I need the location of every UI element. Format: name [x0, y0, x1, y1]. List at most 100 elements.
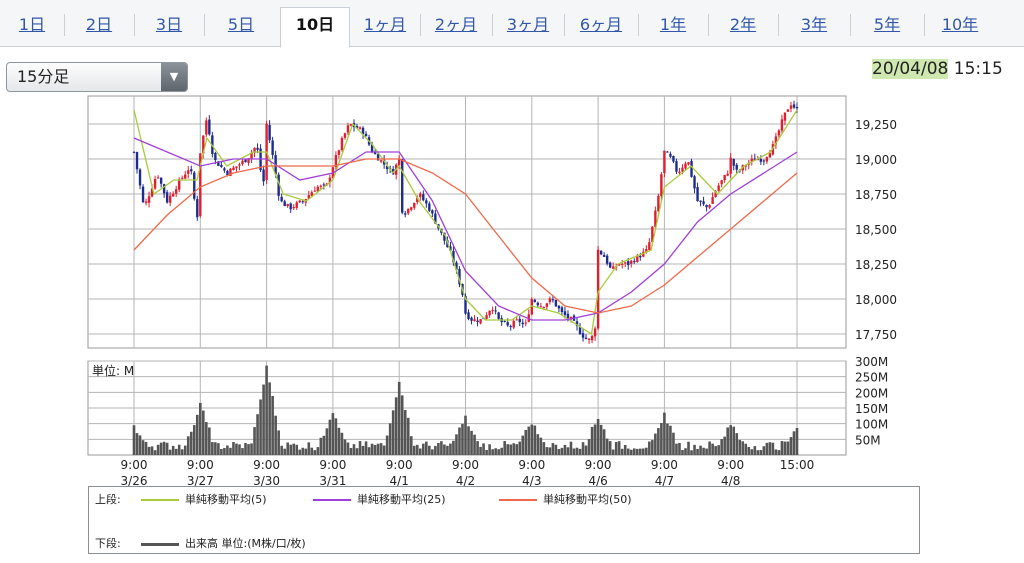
candle	[621, 263, 624, 265]
tab-7[interactable]: 2ヶ月	[434, 15, 478, 34]
tab-4[interactable]: 5日	[227, 15, 255, 34]
candle	[708, 205, 711, 208]
chevron-down-icon[interactable]: ▼	[161, 63, 187, 91]
volume-bar	[138, 435, 142, 455]
legend-item-volume: 出来高 単位:(M株/口/枚)	[137, 535, 306, 551]
volume-bar	[180, 449, 184, 455]
candle	[174, 189, 178, 194]
volume-bar	[373, 445, 377, 455]
candle	[554, 300, 558, 307]
candle	[581, 333, 585, 338]
legend-lower-label: 下段:	[95, 537, 121, 550]
candle	[184, 174, 187, 179]
volume-bar	[648, 441, 651, 455]
tab-11[interactable]: 2年	[729, 15, 757, 34]
candle	[566, 313, 570, 319]
volume-bar	[569, 441, 573, 455]
volume-bar	[135, 433, 139, 455]
tab-separator	[778, 14, 779, 36]
volume-bar	[271, 395, 274, 455]
volume-bar	[352, 444, 356, 455]
volume-bar	[295, 444, 299, 455]
volume-unit-label: 単位: M	[92, 363, 134, 378]
volume-bar	[786, 441, 790, 455]
x-tick-time: 15:00	[780, 458, 815, 472]
volume-bar	[250, 443, 253, 455]
tab-12[interactable]: 3年	[800, 15, 828, 34]
candle	[608, 262, 612, 268]
candle	[361, 127, 365, 135]
volume-bar	[605, 438, 609, 455]
volume-bar	[232, 442, 235, 455]
candle	[663, 150, 666, 174]
legend-upper-row: 上段: 単純移動平均(5) 単純移動平均(25) 単純移動平均(50)	[95, 491, 632, 507]
volume-bar	[280, 445, 283, 455]
volume-bar	[331, 413, 335, 455]
volume-bar	[506, 444, 509, 455]
legend-item-ma25: 単純移動平均(25)	[309, 491, 446, 507]
candle	[401, 159, 404, 213]
candle	[548, 298, 552, 303]
candle	[241, 160, 244, 164]
volume-bar	[738, 439, 742, 455]
candle	[630, 260, 633, 264]
price-tick-label: 18,750	[855, 188, 897, 202]
candle	[669, 153, 672, 157]
tab-2[interactable]: 2日	[85, 15, 113, 34]
interval-select[interactable]: 15分足 ▼	[6, 62, 188, 92]
candle	[633, 261, 636, 263]
candle	[340, 137, 344, 150]
volume-bar	[343, 439, 347, 455]
volume-bar	[617, 441, 621, 455]
candle	[494, 310, 497, 312]
candle	[584, 337, 588, 339]
volume-bar	[753, 446, 757, 455]
volume-bar	[458, 427, 461, 455]
tab-3[interactable]: 3日	[155, 15, 183, 34]
x-tick-time: 9:00	[253, 458, 280, 472]
x-tick-date: 3/27	[187, 474, 214, 488]
candle	[141, 186, 145, 203]
candle	[193, 172, 196, 199]
tab-14[interactable]: 10年	[941, 15, 979, 34]
tab-separator	[924, 14, 925, 36]
volume-bar	[425, 441, 428, 455]
tab-separator	[850, 14, 851, 36]
volume-bar	[587, 439, 591, 455]
tab-1[interactable]: 1日	[18, 15, 46, 34]
legend-swatch-ma25	[313, 499, 351, 501]
candle	[617, 264, 621, 266]
tab-9[interactable]: 6ヶ月	[579, 15, 623, 34]
volume-bar	[418, 448, 422, 455]
tab-13[interactable]: 5年	[873, 15, 901, 34]
tab-separator	[420, 14, 421, 36]
candle	[217, 161, 220, 166]
tab-5[interactable]: 10日	[280, 6, 350, 48]
volume-bar	[286, 442, 289, 455]
candle	[488, 310, 491, 316]
tab-6[interactable]: 1ヶ月	[363, 15, 407, 34]
tab-8[interactable]: 3ヶ月	[506, 15, 550, 34]
candle	[732, 158, 735, 166]
candle	[238, 164, 241, 166]
volume-bar	[524, 429, 528, 455]
volume-bar	[684, 448, 687, 455]
volume-bar	[672, 432, 675, 455]
volume-bar	[186, 436, 190, 455]
volume-bar	[195, 414, 199, 455]
candle	[464, 295, 467, 314]
candle	[162, 184, 166, 194]
volume-bar	[144, 441, 148, 455]
candle	[156, 177, 160, 179]
candle	[690, 160, 693, 177]
candle	[301, 201, 304, 203]
volume-bar	[584, 445, 588, 455]
candle	[178, 179, 181, 190]
candle	[753, 158, 757, 161]
volume-bar	[382, 445, 386, 455]
candle	[575, 321, 579, 327]
candle	[413, 202, 416, 208]
candle	[455, 262, 458, 270]
tab-10[interactable]: 1年	[659, 15, 687, 34]
candle	[470, 317, 473, 321]
